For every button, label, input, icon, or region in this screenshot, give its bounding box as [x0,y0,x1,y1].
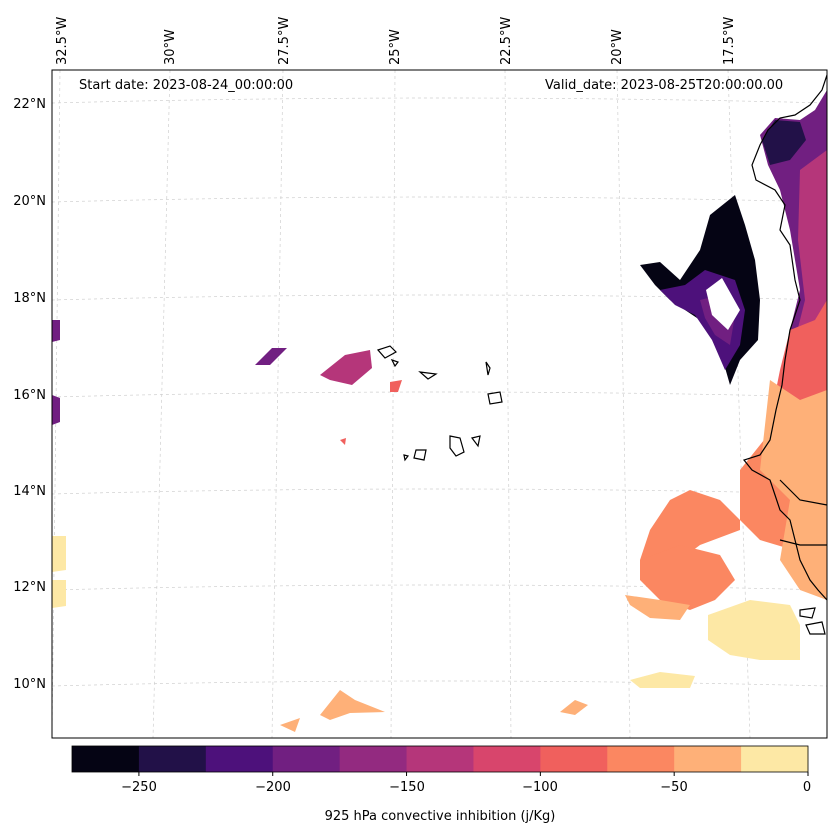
colorbar-swatch [607,746,675,772]
cin-region-south-light [560,700,588,715]
island-cv-5 [487,391,503,405]
cin-region-offshore-orange [640,545,735,610]
colorbar [71,745,809,776]
colorbar-label: 925 hPa convective inhibition (j/Kg) [324,809,556,824]
island-cv-6 [449,435,465,457]
island-cv-2 [390,358,399,368]
valid-date-label: Valid_date: 2023-08-25T20:00:00.00 [545,78,784,93]
lon-label-2: 30°W [163,29,178,65]
colorbar-tick-4: −100 [522,780,558,795]
lon-label-6: 20°W [610,29,625,65]
cin-region-west-pale [52,536,66,572]
colorbar-swatch [205,746,274,772]
border-line-2 [779,539,827,546]
island-bijagos-2 [805,621,826,635]
map-panel [51,69,828,739]
lat-label-6: 12°N [13,580,46,595]
african-coastline [742,74,828,601]
lon-label-1: 32.5°W [55,16,70,65]
lon-label-5: 22.5°W [499,16,514,65]
lat-label-2: 20°N [13,194,46,209]
cin-region-cv-magenta [320,350,372,385]
cin-region-west-purple [52,320,60,342]
lat-label-5: 14°N [13,484,46,499]
lat-label-7: 10°N [13,677,46,692]
cin-region-coast-dark [762,120,806,165]
cin-region-cv-red-2 [340,438,346,445]
colorbar-swatch [406,746,474,772]
colorbar-swatch [674,746,742,772]
colorbar-tick-6: 0 [802,780,812,795]
colorbar-swatch [272,746,341,772]
cin-region-plume-hole [706,278,740,330]
colorbar-swatch [540,746,608,772]
lat-label-1: 22°N [13,97,46,112]
cin-region-south-light-2 [320,690,385,720]
lon-label-7: 17.5°W [722,16,737,65]
colorbar-swatch [741,746,809,772]
coastlines [376,74,828,635]
cin-region-west-purple-2 [52,395,60,425]
island-cv-3 [418,371,438,380]
colorbar-swatch [473,746,541,772]
border-line [779,479,828,506]
island-cv-8 [413,449,427,461]
cin-region-offshore-light [625,595,690,620]
island-cv-1 [376,345,397,359]
colorbar-frame [71,745,809,773]
colorbar-swatch [339,746,408,772]
colorbar-swatch [138,746,207,772]
lon-label-4: 25°W [388,29,403,65]
island-bijagos [799,607,816,619]
lon-label-3: 27.5°W [277,16,292,65]
lat-label-4: 16°N [13,388,46,403]
lat-label-3: 18°N [13,291,46,306]
map-frame [51,69,828,739]
cin-contours [52,90,827,732]
cin-region-cv-red [390,380,402,392]
colorbar-tick-5: −50 [660,780,688,795]
colorbar-swatch [72,746,140,772]
cin-region-cv-purple [255,348,287,365]
cin-region-west-pale-2 [52,580,66,608]
cin-region-south-light-3 [280,718,300,732]
colorbar-tick-1: −250 [121,780,157,795]
cin-region-south-pale [630,672,695,688]
cin-region-offshore-pale [708,600,800,660]
colorbar-tick-2: −200 [255,780,291,795]
start-date-label: Start date: 2023-08-24_00:00:00 [79,78,294,93]
island-cv-9 [403,454,410,462]
island-cv-4 [485,361,491,376]
colorbar-tick-3: −150 [389,780,425,795]
island-cv-7 [470,435,481,448]
gridlines [51,69,828,739]
